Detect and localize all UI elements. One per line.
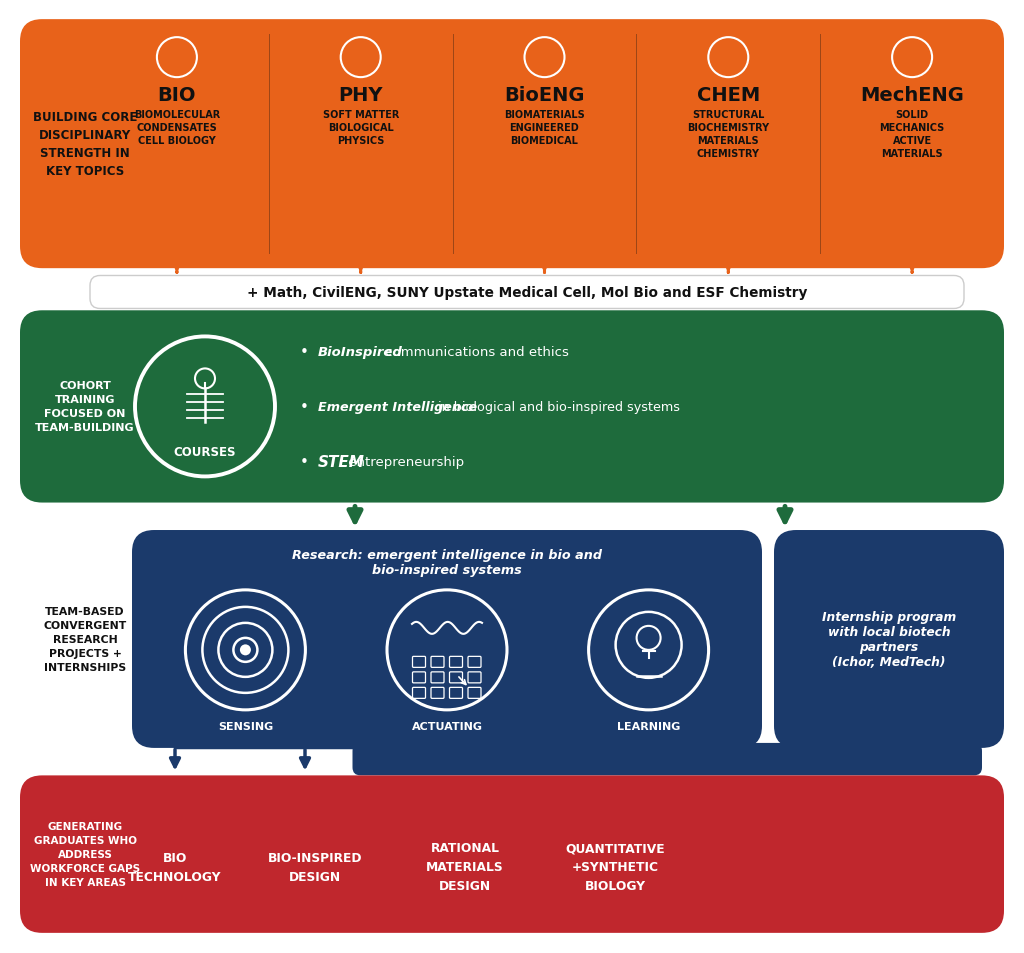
Text: BIO-INSPIRED
DESIGN: BIO-INSPIRED DESIGN xyxy=(267,851,362,882)
Circle shape xyxy=(589,590,709,710)
Text: BioInspired: BioInspired xyxy=(318,346,402,358)
Text: Research: emergent intelligence in bio and
bio-inspired systems: Research: emergent intelligence in bio a… xyxy=(292,548,602,577)
FancyBboxPatch shape xyxy=(774,531,1004,748)
Text: CHEM: CHEM xyxy=(696,86,760,105)
Text: BIOMOLECULAR
CONDENSATES
CELL BIOLOGY: BIOMOLECULAR CONDENSATES CELL BIOLOGY xyxy=(134,110,220,146)
Text: GENERATING
GRADUATES WHO
ADDRESS
WORKFORCE GAPS
IN KEY AREAS: GENERATING GRADUATES WHO ADDRESS WORKFOR… xyxy=(30,821,140,887)
Text: TEAM-BASED
CONVERGENT
RESEARCH
PROJECTS +
INTERNSHIPS: TEAM-BASED CONVERGENT RESEARCH PROJECTS … xyxy=(43,606,127,672)
Circle shape xyxy=(240,644,251,656)
Text: SENSING: SENSING xyxy=(218,721,273,731)
Text: PHY: PHY xyxy=(339,86,383,105)
Text: SOFT MATTER
BIOLOGICAL
PHYSICS: SOFT MATTER BIOLOGICAL PHYSICS xyxy=(323,110,399,146)
Text: •: • xyxy=(300,399,313,415)
Text: communications and ethics: communications and ethics xyxy=(381,346,568,358)
Text: •: • xyxy=(300,455,313,470)
Text: entrepreneurship: entrepreneurship xyxy=(344,456,465,469)
Text: + Math, CivilENG, SUNY Upstate Medical Cell, Mol Bio and ESF Chemistry: + Math, CivilENG, SUNY Upstate Medical C… xyxy=(247,286,807,299)
Text: Emergent Intelligence: Emergent Intelligence xyxy=(318,400,477,414)
Text: COURSES: COURSES xyxy=(174,445,237,458)
Text: BIOMATERIALS
ENGINEERED
BIOMEDICAL: BIOMATERIALS ENGINEERED BIOMEDICAL xyxy=(504,110,585,146)
FancyBboxPatch shape xyxy=(20,20,1004,269)
FancyBboxPatch shape xyxy=(132,531,762,748)
Text: SOLID
MECHANICS
ACTIVE
MATERIALS: SOLID MECHANICS ACTIVE MATERIALS xyxy=(880,110,945,158)
Text: LEARNING: LEARNING xyxy=(616,721,680,731)
Text: ACTUATING: ACTUATING xyxy=(412,721,482,731)
Text: STEM: STEM xyxy=(318,455,365,470)
Text: BioENG: BioENG xyxy=(504,86,585,105)
Text: Internship program
with local biotech
partners
(Ichor, MedTech): Internship program with local biotech pa… xyxy=(822,610,956,668)
Circle shape xyxy=(185,590,305,710)
FancyBboxPatch shape xyxy=(20,776,1004,933)
Text: BUILDING CORE
DISCIPLINARY
STRENGTH IN
KEY TOPICS: BUILDING CORE DISCIPLINARY STRENGTH IN K… xyxy=(33,112,137,178)
FancyBboxPatch shape xyxy=(20,311,1004,503)
Text: COHORT
TRAINING
FOCUSED ON
TEAM-BUILDING: COHORT TRAINING FOCUSED ON TEAM-BUILDING xyxy=(35,381,135,433)
Text: BIO
TECHNOLOGY: BIO TECHNOLOGY xyxy=(128,851,222,882)
FancyBboxPatch shape xyxy=(352,743,982,776)
Text: BIO: BIO xyxy=(158,86,197,105)
FancyBboxPatch shape xyxy=(90,276,964,309)
Text: in biological and bio-inspired systems: in biological and bio-inspired systems xyxy=(434,400,680,414)
Text: MechENG: MechENG xyxy=(860,86,964,105)
Text: RATIONAL
MATERIALS
DESIGN: RATIONAL MATERIALS DESIGN xyxy=(426,841,504,892)
Text: QUANTITATIVE
+SYNTHETIC
BIOLOGY: QUANTITATIVE +SYNTHETIC BIOLOGY xyxy=(565,841,665,892)
Text: •: • xyxy=(300,345,313,359)
Circle shape xyxy=(387,590,507,710)
Text: STRUCTURAL
BIOCHEMISTRY
MATERIALS
CHEMISTRY: STRUCTURAL BIOCHEMISTRY MATERIALS CHEMIS… xyxy=(687,110,769,158)
